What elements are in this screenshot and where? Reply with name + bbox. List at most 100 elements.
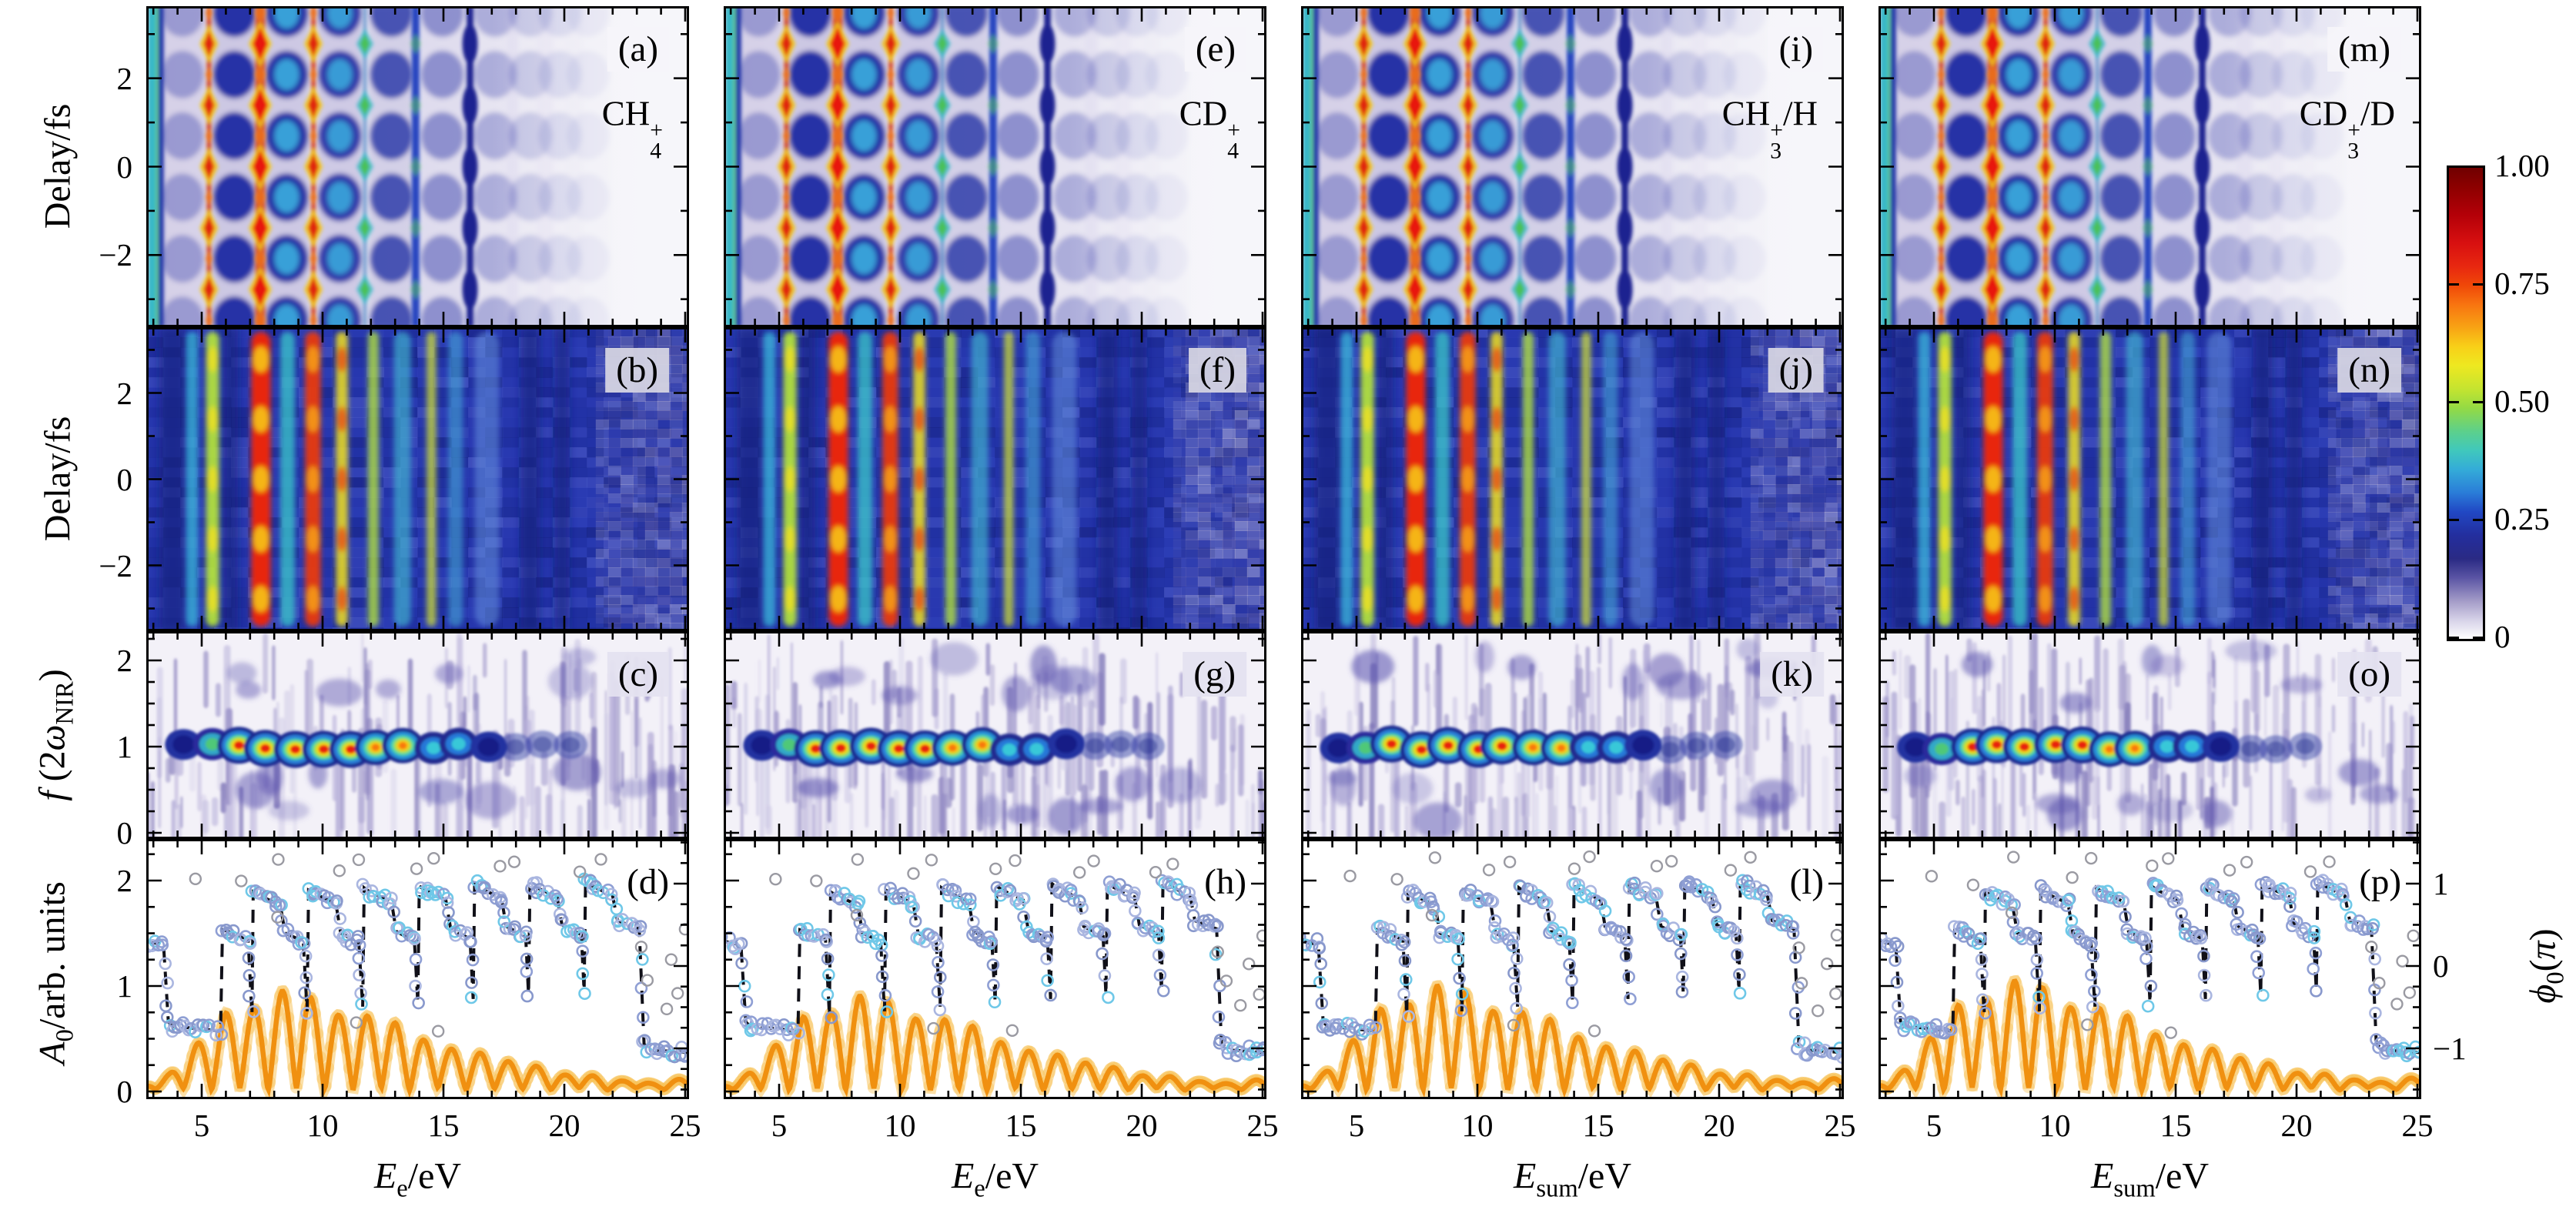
x-tick-label: 15 [427, 1108, 460, 1143]
x-tick-label: 5 [1925, 1108, 1942, 1143]
label-part: 0 [2541, 971, 2570, 984]
x-tick-label: 20 [548, 1108, 580, 1143]
formula-subsup: +3 [2347, 118, 2360, 164]
label-part: e [974, 1175, 985, 1203]
label-part: /eV [2155, 1155, 2210, 1197]
y-axis-label-phase: ϕ0(π) [2521, 928, 2570, 1003]
formula-subsup: +3 [1770, 118, 1783, 164]
colorbar-tick-label: 0.25 [2494, 501, 2550, 536]
x-tick-label: 5 [193, 1108, 210, 1143]
label-part: A [32, 1041, 73, 1065]
label-part: CH [1721, 94, 1771, 133]
colorbar-tick [2449, 637, 2459, 639]
label-part: CH [601, 94, 651, 133]
heatmap-delay-map-raw-col3 [1301, 327, 1844, 631]
phi-tick-label: −1 [2433, 1031, 2467, 1066]
label-part: sum [2113, 1175, 2156, 1203]
y-axis-label-row1: Delay/fs [37, 103, 79, 229]
y-tick-label: 2 [116, 375, 133, 411]
heatmap-2w-amplitude-col1 [146, 631, 689, 839]
label-part: ( [2522, 959, 2564, 972]
x-axis-label-col2: Ee/eV [952, 1155, 1039, 1203]
label-part: E [373, 1155, 397, 1197]
lineplot-amplitude-phase-col4 [1878, 839, 2421, 1099]
panel-letter-k: (k) [1760, 652, 1824, 697]
y-tick-label: 0 [116, 815, 133, 851]
label-part: E [2090, 1155, 2114, 1197]
label-part: CD [1179, 94, 1228, 133]
label-part: NIR [51, 681, 79, 725]
heatmap-2w-amplitude-col2 [724, 631, 1266, 839]
panel-letter-d: (d) [627, 862, 669, 902]
panel-letter-p: (p) [2359, 862, 2401, 902]
panel-letter-a: (a) [607, 27, 669, 72]
heatmap-2w-amplitude-col3 [1301, 631, 1844, 839]
heatmap-2w-amplitude-col4 [1878, 631, 2421, 839]
colorbar-tick-label: 0.50 [2494, 383, 2550, 419]
colorbar-tick [2473, 401, 2483, 403]
x-tick-label: 15 [1582, 1108, 1614, 1143]
y-tick-label: 2 [116, 60, 133, 96]
label-part: e [396, 1175, 408, 1203]
y-tick-label: 2 [116, 643, 133, 678]
x-tick-label: 25 [2401, 1108, 2434, 1143]
x-tick-label: 5 [771, 1108, 788, 1143]
x-tick-label: 10 [1461, 1108, 1494, 1143]
x-tick-label: 10 [2039, 1108, 2071, 1143]
label-part: /H [1783, 94, 1818, 133]
y-tick-label: −2 [99, 547, 132, 583]
panel-letter-j: (j) [1768, 348, 1824, 393]
x-tick-label: 15 [1005, 1108, 1037, 1143]
panel-letter-b: (b) [605, 348, 669, 393]
phi-tick-label: 1 [2433, 866, 2449, 901]
y-axis-label-row3: f (2ωNIR) [31, 669, 79, 801]
heatmap-delay-map-raw-col1 [146, 327, 689, 631]
colorbar-tick-label: 0.75 [2494, 266, 2550, 301]
label-part: ) [2522, 928, 2564, 941]
y-tick-label: 0 [116, 149, 133, 185]
heatmap-delay-map-raw-col2 [724, 327, 1266, 631]
y-tick-label: 1 [116, 968, 133, 1004]
x-tick-label: 20 [1703, 1108, 1735, 1143]
colorbar-tick [2473, 637, 2483, 639]
label-part: CD [2299, 94, 2348, 133]
label-part: π [2522, 941, 2564, 960]
label-part: ω [32, 724, 73, 751]
colorbar-tick [2473, 519, 2483, 521]
label-part: (2 [32, 750, 73, 791]
colorbar-tick [2473, 283, 2483, 286]
x-tick-label: 10 [884, 1108, 916, 1143]
species-label-col4: CD +3/D [2299, 94, 2395, 164]
colorbar-tick [2449, 519, 2459, 521]
x-axis-label-col3: Esum/eV [1514, 1155, 1631, 1203]
label-part: E [1513, 1155, 1537, 1197]
y-tick-label: 2 [116, 863, 133, 898]
heatmap-delay-map-normalized-col2 [724, 6, 1266, 327]
lineplot-amplitude-phase-col2 [724, 839, 1266, 1099]
y-tick-label: −2 [99, 237, 132, 273]
panel-letter-c: (c) [607, 652, 669, 697]
x-axis-label-col1: Ee/eV [374, 1155, 461, 1203]
label-part: sum [1536, 1175, 1578, 1203]
label-part: ϕ [2522, 984, 2564, 1004]
colorbar-tick [2449, 401, 2459, 403]
phi-tick-label: 0 [2433, 948, 2449, 984]
y-tick-label: 1 [116, 729, 133, 764]
species-label-col3: CH +3/H [1721, 94, 1818, 164]
x-tick-label: 25 [1824, 1108, 1856, 1143]
y-tick-label: 0 [116, 461, 133, 497]
x-tick-label: 15 [2159, 1108, 2192, 1143]
heatmap-delay-map-normalized-col4 [1878, 6, 2421, 327]
label-part: /eV [407, 1155, 462, 1197]
colorbar-tick [2449, 283, 2459, 286]
colorbar-tick [2449, 165, 2459, 168]
x-tick-label: 5 [1348, 1108, 1365, 1143]
panel-letter-l: (l) [1789, 862, 1824, 902]
label-part: /arb. units [32, 881, 73, 1030]
lineplot-amplitude-phase-col3 [1301, 839, 1844, 1099]
y-axis-label-row2: Delay/fs [37, 416, 79, 542]
species-label-col2: CD +4 [1179, 94, 1240, 163]
panel-letter-h: (h) [1204, 862, 1246, 902]
panel-letter-e: (e) [1184, 27, 1246, 72]
